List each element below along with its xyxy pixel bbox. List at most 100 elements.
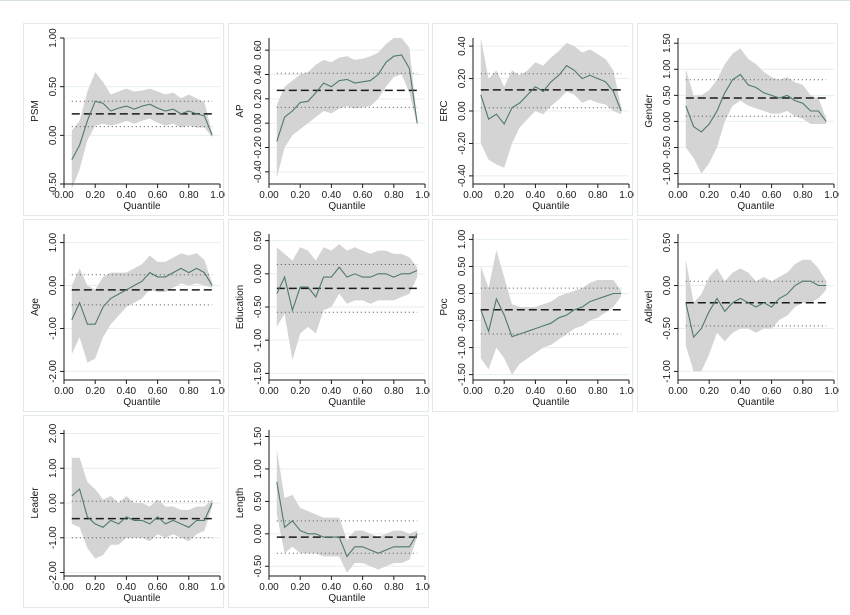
x-tick-label: 0.80 — [179, 190, 199, 201]
ci-band-leader — [71, 457, 213, 559]
x-axis-title: Quantile — [123, 397, 161, 408]
x-tick-label: 0.20 — [494, 386, 514, 397]
quantile-estimate-line — [276, 54, 418, 142]
y-tick-label: 2.00 — [48, 423, 59, 443]
y-tick-label: 0.50 — [253, 491, 264, 511]
y-tick-label: 0.00 — [662, 275, 673, 295]
y-tick-label: 0.60 — [253, 40, 264, 60]
x-tick-label: 0.00 — [259, 582, 279, 593]
x-tick-label: 0.40 — [322, 190, 342, 201]
y-tick-label: 1.00 — [48, 458, 59, 478]
x-axis-title: Quantile — [328, 397, 366, 408]
x-tick-label: 0.20 — [85, 582, 105, 593]
y-tick-label: 0.50 — [662, 85, 673, 105]
x-tick-label: 0.60 — [762, 386, 782, 397]
ci-band-education — [276, 244, 418, 361]
y-tick-label: 0.20 — [457, 68, 468, 88]
y-tick-label: -0.50 — [457, 309, 468, 332]
panel-poc: 0.00 0.20 0.40 0.60 0.80 1.00 -1.50 -1.00 -0.50 0… — [432, 219, 634, 412]
ci-band-length — [276, 449, 418, 573]
quantile-estimate-line — [276, 266, 418, 313]
y-axis-title: Poc — [439, 298, 450, 315]
x-axis-title: Quantile — [532, 397, 570, 408]
x-tick-label: 0.80 — [179, 386, 199, 397]
y-tick-label: -0.50 — [662, 317, 673, 340]
y-tick-label: -2.00 — [48, 561, 59, 584]
x-tick-label: 1.00 — [210, 386, 225, 397]
y-axis-title: AP — [235, 104, 246, 118]
y-tick-label: -0.50 — [253, 554, 264, 577]
y-tick-label: -0.20 — [457, 132, 468, 155]
panel-ap: 0.00 0.20 0.40 0.60 0.80 1.00 -0.40-0.20 0.00 0.… — [228, 23, 430, 216]
x-tick-label: 0.00 — [259, 386, 279, 397]
ci-band-poc — [480, 250, 622, 375]
x-tick-label: 0.20 — [85, 386, 105, 397]
x-tick-label: 0.20 — [85, 190, 105, 201]
chart-leader: 0.00 0.20 0.40 0.60 0.80 1.00 -2.00 -1.00 0.00 1.… — [30, 423, 225, 604]
x-tick-label: 0.60 — [148, 582, 168, 593]
y-tick-label: 0.00 — [48, 493, 59, 513]
x-tick-label: 0.00 — [463, 386, 483, 397]
x-tick-label: 0.80 — [384, 582, 404, 593]
x-tick-label: 0.40 — [117, 582, 137, 593]
x-tick-label: 0.40 — [731, 386, 751, 397]
x-tick-label: 1.00 — [415, 190, 430, 201]
x-tick-label: 1.00 — [415, 582, 430, 593]
y-tick-label: 0.50 — [253, 230, 264, 250]
x-tick-label: 0.20 — [290, 386, 310, 397]
x-tick-label: 0.00 — [54, 582, 74, 593]
y-tick-label: 0.00 — [457, 101, 468, 121]
y-tick-label: -1.00 — [253, 328, 264, 351]
x-tick-label: 0.40 — [117, 386, 137, 397]
quantile-estimate-line — [480, 292, 622, 338]
x-tick-label: 0.80 — [384, 190, 404, 201]
x-tick-label: 0.00 — [668, 190, 688, 201]
y-axis-title: Education — [235, 285, 246, 329]
x-tick-label: 0.20 — [699, 190, 719, 201]
ci-band-adlevel — [685, 259, 827, 372]
x-tick-label: 0.00 — [463, 190, 483, 201]
x-tick-label: 0.60 — [353, 386, 373, 397]
ci-band-gender — [685, 48, 827, 174]
y-tick-label: 0.50 — [662, 232, 673, 252]
x-tick-label: 0.00 — [54, 190, 74, 201]
x-axis-title: Quantile — [123, 201, 161, 212]
quantile-estimate-line — [71, 267, 213, 325]
y-axis-title: Age — [30, 298, 41, 316]
panel-age: 0.00 0.20 0.40 0.60 0.80 1.00 -2.00 -1.00 0.00 1.… — [23, 219, 225, 412]
x-tick-label: 0.60 — [148, 190, 168, 201]
y-tick-label: -1.00 — [48, 317, 59, 340]
x-tick-label: 1.00 — [210, 582, 225, 593]
chart-adlevel: 0.00 0.20 0.40 0.60 0.80 1.00 -1.00 -0.50 0.00 0.… — [644, 232, 839, 408]
quantile-estimate-line — [276, 481, 418, 558]
x-tick-label: 0.20 — [699, 386, 719, 397]
x-tick-label: 0.40 — [731, 190, 751, 201]
x-tick-label: 0.80 — [793, 190, 813, 201]
panel-adlevel: 0.00 0.20 0.40 0.60 0.80 1.00 -1.00 -0.50 0.00 0.… — [637, 219, 839, 412]
y-tick-label: 1.50 — [253, 426, 264, 446]
quantile-estimate-line — [71, 100, 213, 160]
x-tick-label: 0.60 — [557, 190, 577, 201]
x-tick-label: 0.80 — [384, 386, 404, 397]
x-tick-label: 0.80 — [588, 190, 608, 201]
panel-education: 0.00 0.20 0.40 0.60 0.80 1.00 -1.50 -1.00 -0.50 0… — [228, 219, 430, 412]
quantile-estimate-line — [480, 64, 622, 126]
y-tick-label: -1.00 — [48, 526, 59, 549]
y-tick-label: 0.00 — [48, 275, 59, 295]
y-tick-label: 1.00 — [662, 59, 673, 79]
x-tick-label: 0.00 — [668, 386, 688, 397]
chart-gender: 0.00 0.20 0.40 0.60 0.80 1.00 -1.00 -0.50 0.00 0.… — [644, 33, 839, 212]
y-tick-label: 1.00 — [48, 232, 59, 252]
y-tick-label: 1.00 — [457, 229, 468, 249]
y-tick-label: 1.50 — [662, 33, 673, 53]
x-tick-label: 1.00 — [619, 190, 634, 201]
quantile-estimate-line — [685, 73, 827, 133]
x-axis-title: Quantile — [328, 201, 366, 212]
y-tick-label: -1.50 — [457, 363, 468, 386]
y-tick-label: 0.00 — [662, 111, 673, 131]
y-axis-title: PSM — [30, 100, 41, 122]
y-tick-label: -1.00 — [662, 162, 673, 185]
y-tick-label: 0.00 — [457, 283, 468, 303]
y-tick-label: 0.00 — [48, 125, 59, 145]
